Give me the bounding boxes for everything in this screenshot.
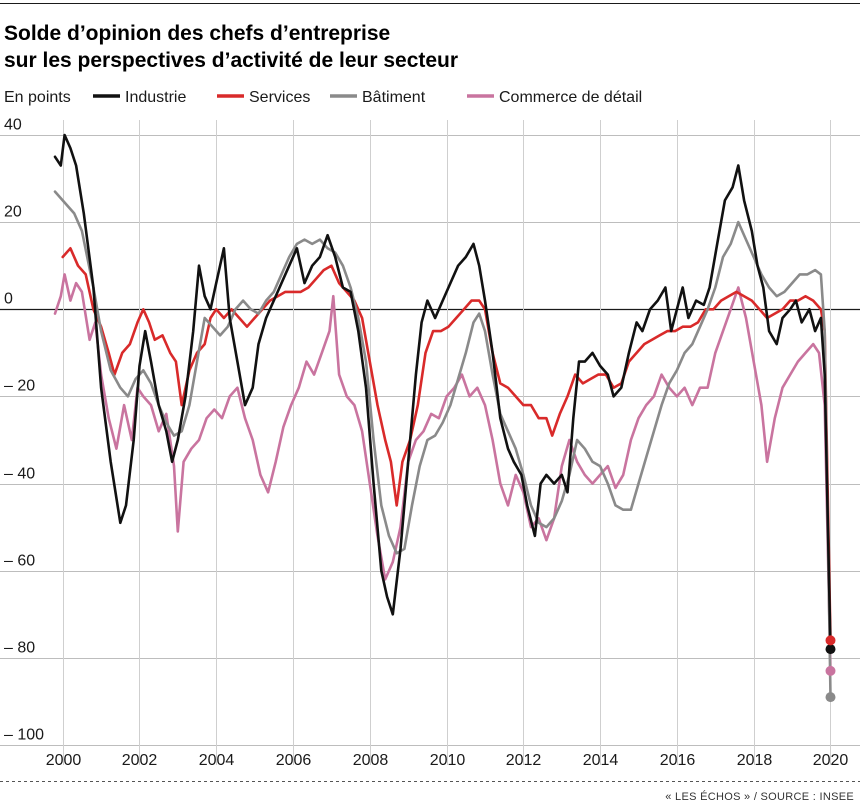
chart-title-line2: sur les perspectives d’activité de leur …: [4, 49, 458, 72]
series-end-marker: [825, 644, 836, 655]
series-end-marker: [825, 635, 836, 646]
x-tick-label: 2018: [737, 752, 773, 769]
x-tick-label: 2002: [122, 752, 158, 769]
y-tick-label: – 20: [4, 378, 35, 395]
source-credit: « LES ÉCHOS » / SOURCE : INSEE: [665, 790, 854, 803]
y-tick-label: – 80: [4, 640, 35, 657]
unit-label: En points: [4, 89, 71, 106]
x-tick-label: 2012: [506, 752, 542, 769]
y-tick-label: 0: [4, 291, 13, 308]
y-tick-label: – 60: [4, 553, 35, 570]
x-axis: 2000 2002 2004 2006 2008 2010 2012 2014 2016 2018…: [46, 752, 849, 769]
x-tick-label: 2000: [46, 752, 82, 769]
y-axis: 40 20 0 – 20 – 40 – 60 – 80 – 100: [4, 117, 44, 744]
y-tick-label: 20: [4, 204, 22, 221]
x-tick-label: 2008: [353, 752, 389, 769]
legend: Industrie Services Bâtiment Commerce de dét…: [93, 89, 642, 106]
y-tick-label: – 40: [4, 466, 35, 483]
x-tick-label: 2016: [660, 752, 696, 769]
chart-title-line1: Solde d’opinion des chefs d’entreprise: [4, 22, 390, 45]
series-end-marker: [825, 665, 836, 676]
legend-label: Industrie: [125, 89, 186, 106]
y-tick-label: 40: [4, 117, 22, 134]
series-group: [53, 133, 836, 703]
x-tick-label: 2020: [813, 752, 849, 769]
series-line: [53, 190, 832, 699]
series-line: [61, 247, 832, 642]
series-line: [53, 273, 832, 673]
y-tick-label: – 100: [4, 727, 44, 744]
series-line: [53, 133, 832, 651]
x-tick-label: 2010: [430, 752, 466, 769]
x-tick-label: 2004: [199, 752, 235, 769]
x-tick-label: 2014: [583, 752, 619, 769]
legend-label: Commerce de détail: [499, 89, 642, 106]
series-end-marker: [825, 692, 836, 703]
legend-label: Bâtiment: [362, 89, 426, 106]
legend-label: Services: [249, 89, 310, 106]
x-tick-label: 2006: [276, 752, 312, 769]
